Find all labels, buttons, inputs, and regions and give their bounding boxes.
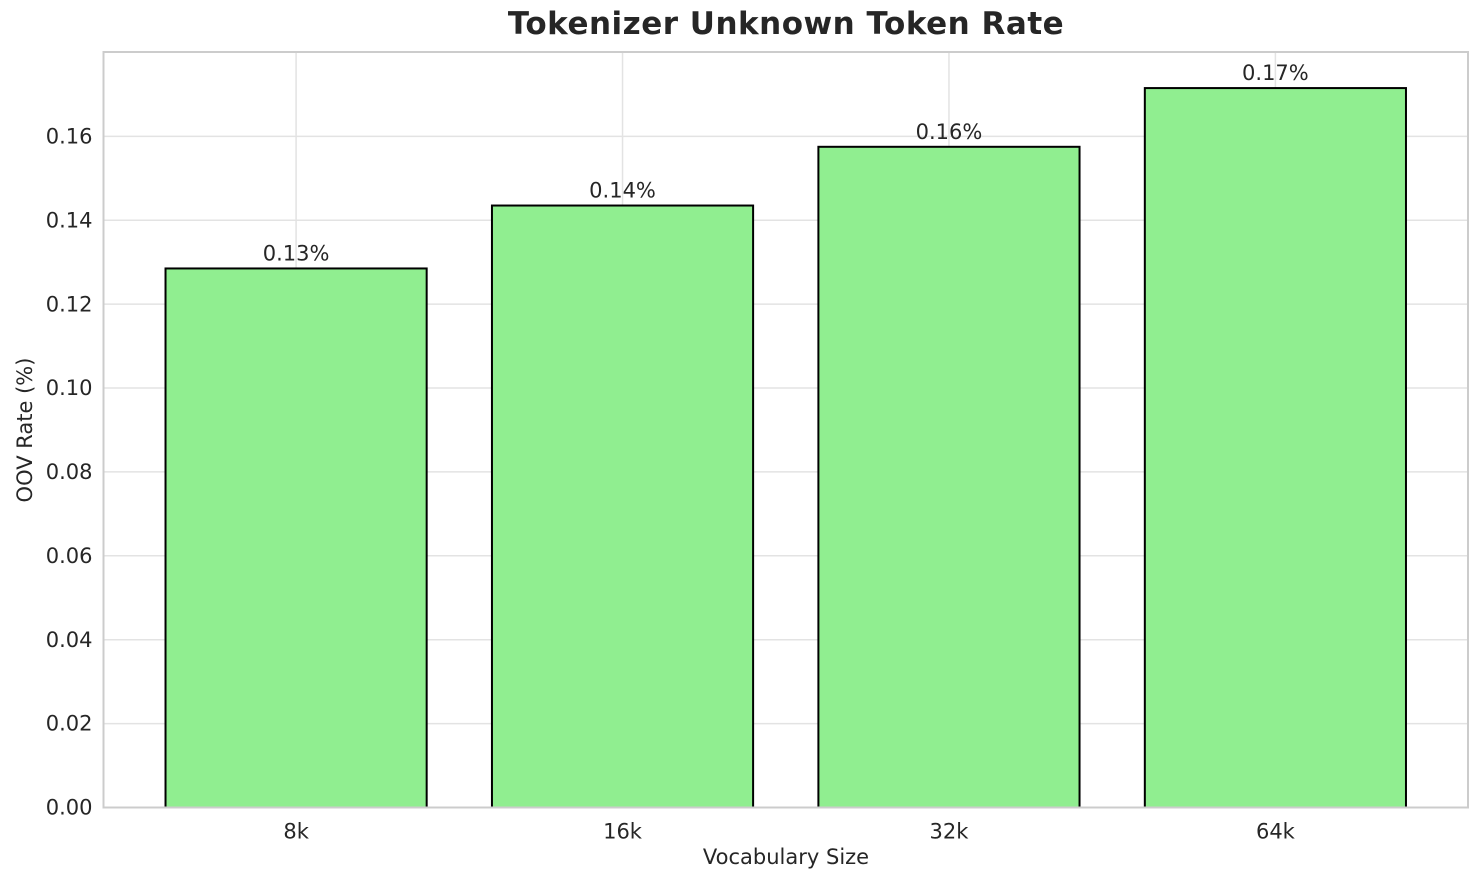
y-tick-label: 0.12 [46, 292, 93, 316]
plot-frame [102, 51, 1469, 809]
y-tick-label: 0.04 [46, 628, 93, 652]
x-tick-label: 16k [603, 820, 643, 844]
bar [490, 204, 755, 809]
y-tick-label: 0.16 [46, 124, 93, 148]
bar-value-label: 0.14% [589, 179, 656, 203]
bar [817, 145, 1081, 809]
bar-value-label: 0.17% [1242, 61, 1309, 85]
y-tick-label: 0.08 [46, 460, 93, 484]
y-tick-label: 0.00 [46, 796, 93, 820]
x-tick-label: 32k [930, 820, 970, 844]
bar-value-label: 0.13% [263, 241, 330, 265]
bar [164, 267, 428, 809]
y-tick-label: 0.06 [46, 544, 93, 568]
y-tick-label: 0.14 [46, 208, 93, 232]
x-tick-label: 8k [283, 820, 309, 844]
bar-value-label: 0.16% [916, 120, 983, 144]
chart-title: Tokenizer Unknown Token Rate [507, 6, 1065, 42]
x-axis-label: Vocabulary Size [702, 845, 870, 869]
y-tick-label: 0.10 [46, 376, 93, 400]
bar [1143, 87, 1407, 809]
y-axis-label: OOV Rate (%) [13, 357, 37, 503]
y-tick-label: 0.02 [46, 712, 93, 736]
x-tick-label: 64k [1256, 820, 1296, 844]
